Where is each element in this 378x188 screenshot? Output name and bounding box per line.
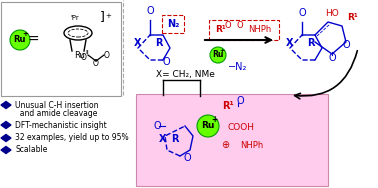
Text: =: = (27, 33, 39, 47)
Text: O: O (104, 51, 110, 59)
Text: O: O (146, 6, 154, 16)
Text: R: R (307, 38, 315, 48)
Text: R¹: R¹ (215, 24, 226, 33)
Text: DFT-mechanistic insight: DFT-mechanistic insight (15, 121, 107, 130)
Polygon shape (1, 146, 11, 153)
Text: O: O (237, 20, 243, 30)
Text: O: O (93, 59, 99, 68)
Text: O: O (81, 54, 87, 62)
Text: II: II (85, 49, 89, 55)
Text: +: + (105, 13, 111, 19)
Text: O: O (298, 8, 306, 18)
FancyBboxPatch shape (136, 94, 328, 186)
Text: +: + (220, 48, 225, 53)
Text: Ru: Ru (212, 50, 224, 59)
Text: O: O (328, 53, 336, 63)
Text: HO: HO (325, 10, 339, 18)
Text: +: + (211, 115, 217, 124)
Text: O: O (183, 153, 191, 163)
Polygon shape (1, 102, 11, 108)
Text: Ru: Ru (14, 35, 26, 44)
Text: R: R (155, 38, 163, 48)
FancyBboxPatch shape (162, 15, 184, 33)
Text: R¹: R¹ (347, 14, 357, 23)
Text: O: O (225, 20, 231, 30)
Polygon shape (1, 121, 11, 129)
Circle shape (210, 47, 226, 63)
Text: X: X (286, 38, 294, 48)
Text: O: O (153, 121, 161, 131)
Text: O: O (236, 96, 244, 106)
Text: O: O (342, 40, 350, 50)
Text: X: X (159, 134, 167, 144)
Text: COOH: COOH (227, 124, 254, 133)
Text: and amide cleavage: and amide cleavage (15, 109, 98, 118)
Text: Ru: Ru (74, 51, 85, 59)
FancyBboxPatch shape (1, 2, 121, 96)
Text: −N₂: −N₂ (228, 62, 248, 72)
Text: +: + (23, 32, 28, 37)
Circle shape (10, 30, 30, 50)
Text: Ru: Ru (201, 121, 215, 130)
Text: 32 examples, yield up to 95%: 32 examples, yield up to 95% (15, 133, 129, 143)
Text: R: R (171, 134, 179, 144)
Text: O: O (162, 57, 170, 67)
Text: Scalable: Scalable (15, 146, 47, 155)
FancyBboxPatch shape (209, 20, 279, 40)
Text: 'Pr: 'Pr (71, 15, 79, 21)
Text: N₂: N₂ (167, 19, 179, 29)
Text: R¹: R¹ (222, 101, 234, 111)
Circle shape (197, 115, 219, 137)
Text: Unusual C-H insertion: Unusual C-H insertion (15, 101, 99, 109)
Text: X: X (134, 38, 142, 48)
Text: X= CH₂, NMe: X= CH₂, NMe (156, 70, 214, 79)
Text: ⊕: ⊕ (221, 140, 229, 150)
Polygon shape (1, 134, 11, 142)
Text: NHPh: NHPh (248, 24, 272, 33)
Text: ]: ] (100, 10, 105, 23)
Text: NHPh: NHPh (240, 140, 263, 149)
